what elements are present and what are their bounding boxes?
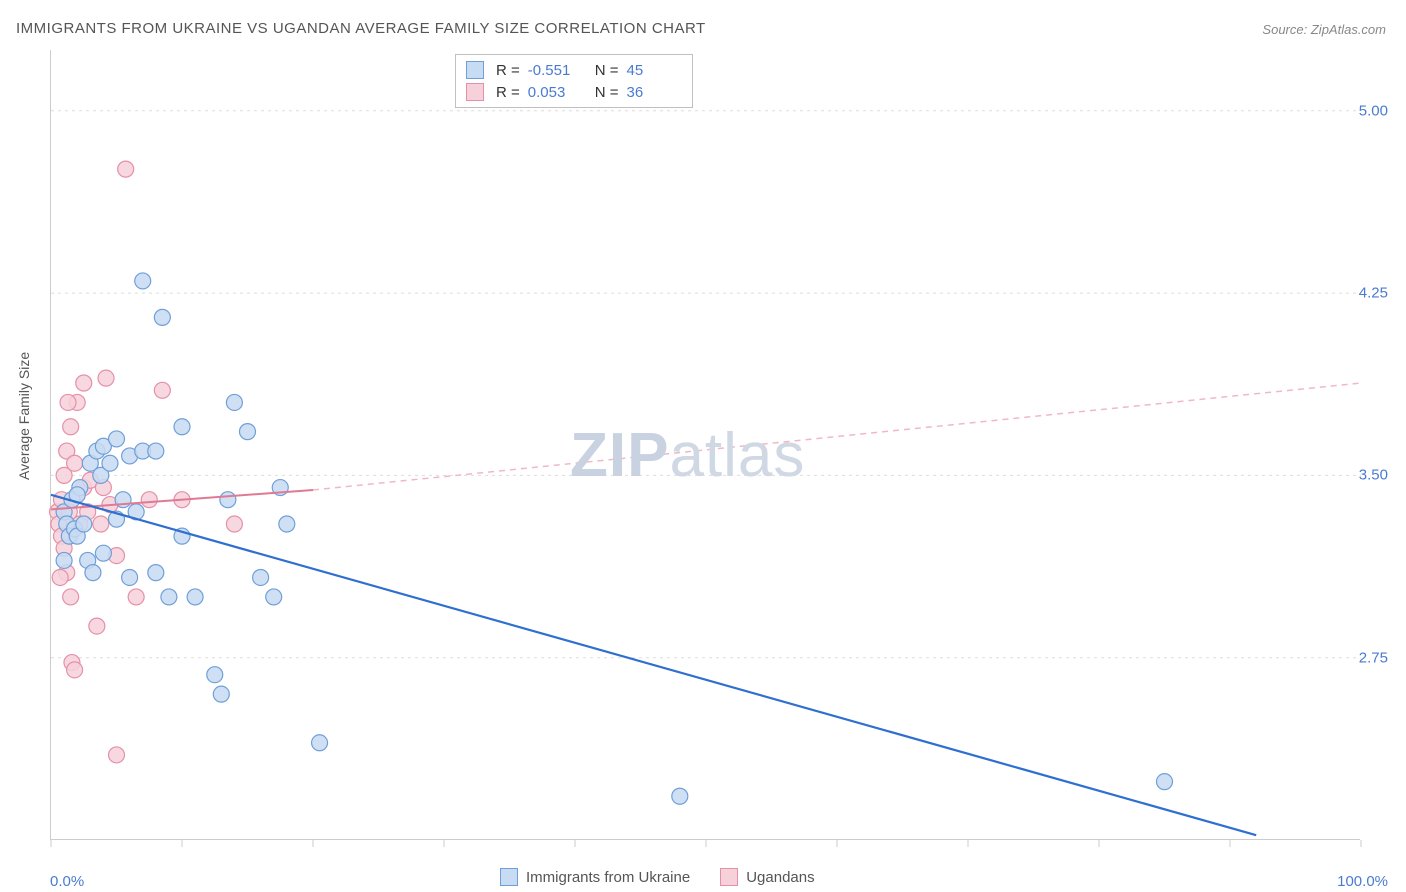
- y-tick-label: 2.75: [1359, 649, 1388, 666]
- swatch-series-2b: [720, 868, 738, 886]
- x-min-label: 0.0%: [50, 873, 84, 890]
- data-point: [279, 516, 295, 532]
- trend-line: [313, 383, 1361, 490]
- n-label-2: N =: [595, 84, 619, 101]
- data-point: [240, 424, 256, 440]
- chart-container: IMMIGRANTS FROM UKRAINE VS UGANDAN AVERA…: [0, 0, 1406, 892]
- data-point: [89, 618, 105, 634]
- legend-item-1: Immigrants from Ukraine: [500, 868, 690, 886]
- data-point: [98, 370, 114, 386]
- data-point: [672, 788, 688, 804]
- y-axis-label: Average Family Size: [16, 352, 32, 480]
- legend-item-2: Ugandans: [720, 868, 814, 886]
- legend-label-1: Immigrants from Ukraine: [526, 869, 690, 886]
- data-point: [109, 747, 125, 763]
- data-point: [148, 565, 164, 581]
- legend-series: Immigrants from Ukraine Ugandans: [500, 868, 815, 886]
- data-point: [135, 273, 151, 289]
- swatch-series-1: [466, 61, 484, 79]
- data-point: [141, 492, 157, 508]
- data-point: [154, 382, 170, 398]
- y-tick-label: 3.50: [1359, 467, 1388, 484]
- swatch-series-2: [466, 83, 484, 101]
- legend-stats-row-1: R = -0.551 N = 45: [466, 59, 682, 81]
- data-point: [148, 443, 164, 459]
- data-point: [67, 662, 83, 678]
- data-point: [63, 419, 79, 435]
- data-point: [174, 419, 190, 435]
- r-value-1: -0.551: [528, 62, 583, 79]
- data-point: [95, 545, 111, 561]
- source-value: ZipAtlas.com: [1311, 22, 1386, 37]
- data-point: [128, 589, 144, 605]
- data-point: [122, 569, 138, 585]
- source-label: Source:: [1262, 22, 1307, 37]
- chart-svg: [51, 50, 1360, 839]
- swatch-series-1b: [500, 868, 518, 886]
- y-tick-label: 5.00: [1359, 102, 1388, 119]
- data-point: [52, 569, 68, 585]
- r-value-2: 0.053: [528, 84, 583, 101]
- chart-title: IMMIGRANTS FROM UKRAINE VS UGANDAN AVERA…: [16, 20, 706, 37]
- y-tick-label: 4.25: [1359, 285, 1388, 302]
- legend-stats: R = -0.551 N = 45 R = 0.053 N = 36: [455, 54, 693, 108]
- data-point: [109, 431, 125, 447]
- n-label-1: N =: [595, 62, 619, 79]
- r-label-2: R =: [496, 84, 520, 101]
- data-point: [220, 492, 236, 508]
- r-label-1: R =: [496, 62, 520, 79]
- data-point: [60, 394, 76, 410]
- data-point: [67, 455, 83, 471]
- data-point: [102, 455, 118, 471]
- data-point: [1157, 774, 1173, 790]
- data-point: [226, 516, 242, 532]
- legend-stats-row-2: R = 0.053 N = 36: [466, 81, 682, 103]
- data-point: [253, 569, 269, 585]
- data-point: [85, 565, 101, 581]
- data-point: [118, 161, 134, 177]
- source-attribution: Source: ZipAtlas.com: [1262, 22, 1386, 37]
- x-max-label: 100.0%: [1337, 873, 1388, 890]
- data-point: [93, 516, 109, 532]
- data-point: [213, 686, 229, 702]
- data-point: [76, 516, 92, 532]
- legend-label-2: Ugandans: [746, 869, 814, 886]
- data-point: [161, 589, 177, 605]
- data-point: [226, 394, 242, 410]
- data-point: [56, 552, 72, 568]
- n-value-2: 36: [627, 84, 682, 101]
- plot-area: [50, 50, 1360, 840]
- data-point: [207, 667, 223, 683]
- data-point: [266, 589, 282, 605]
- data-point: [154, 309, 170, 325]
- n-value-1: 45: [627, 62, 682, 79]
- trend-line: [51, 495, 1256, 835]
- data-point: [187, 589, 203, 605]
- data-point: [76, 375, 92, 391]
- data-point: [312, 735, 328, 751]
- data-point: [63, 589, 79, 605]
